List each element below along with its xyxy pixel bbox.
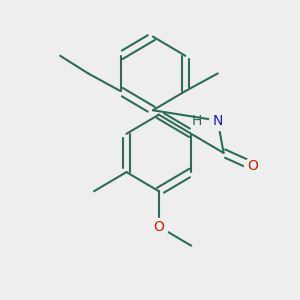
Text: O: O — [153, 220, 164, 234]
Text: N: N — [212, 114, 223, 128]
Text: H: H — [192, 114, 202, 128]
Text: O: O — [248, 159, 259, 173]
